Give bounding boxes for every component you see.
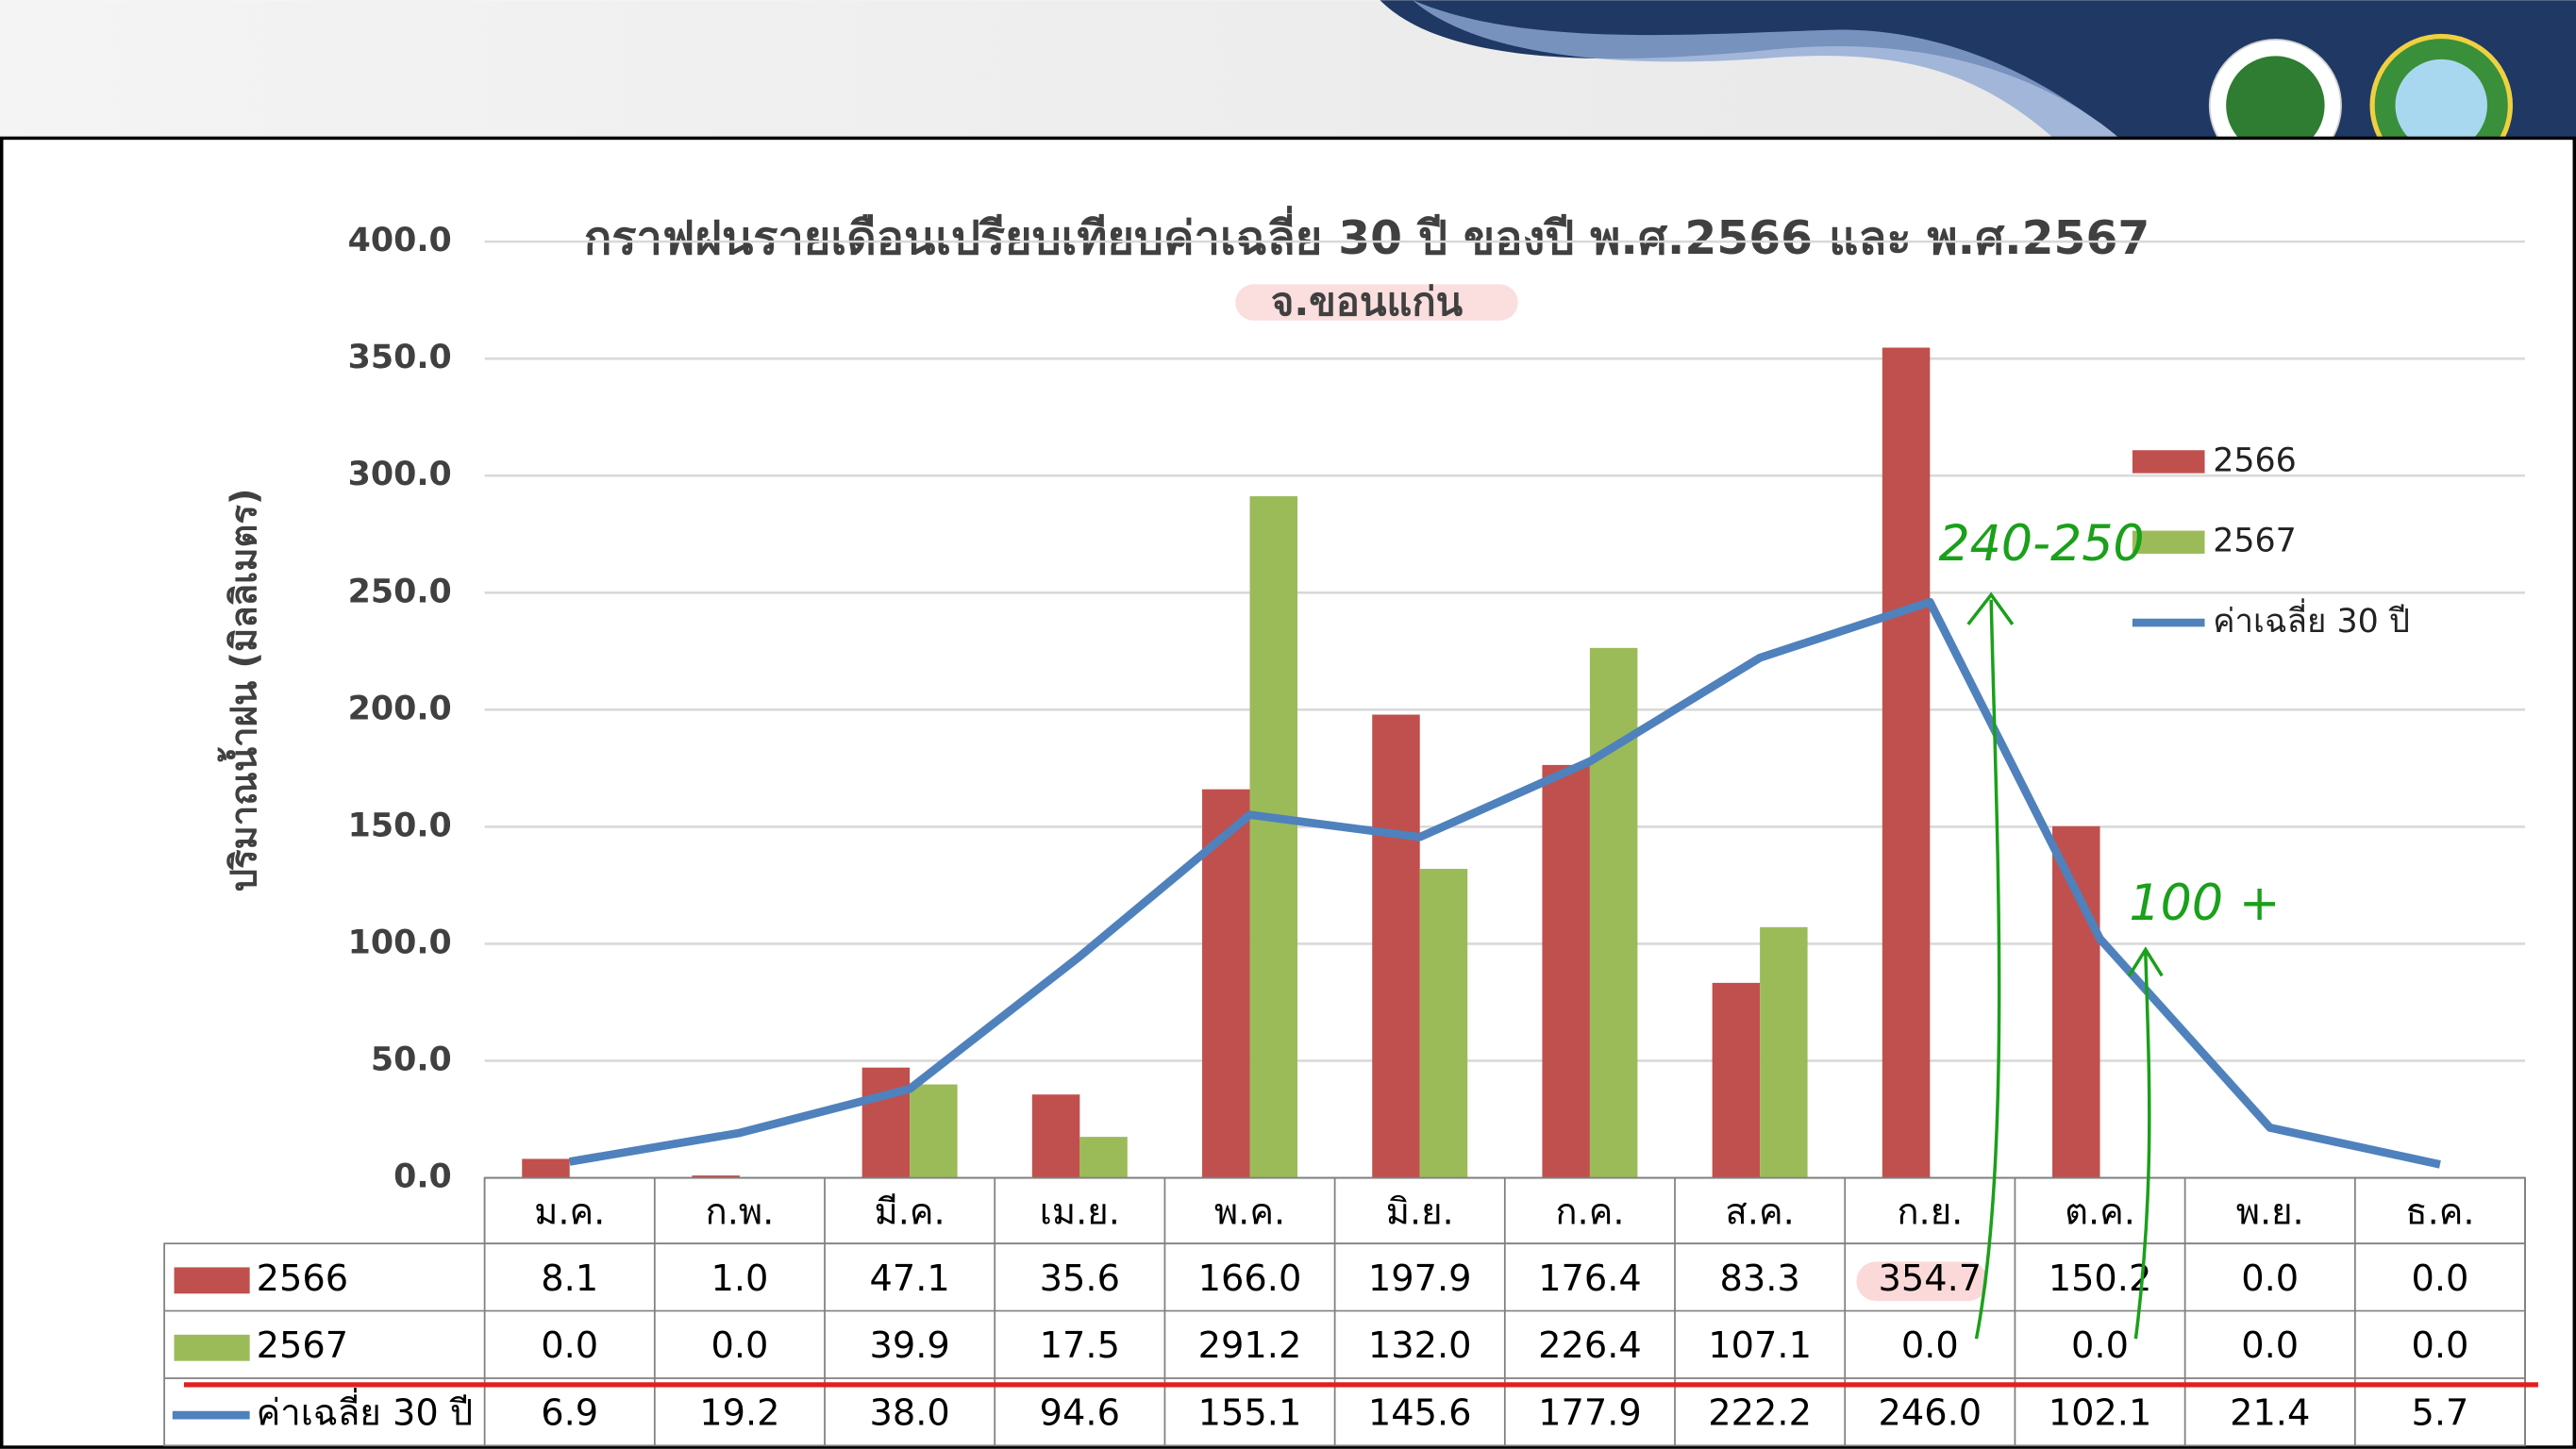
table-cell: 291.2 [1198, 1324, 1302, 1367]
table-cell: 5.7 [2411, 1392, 2468, 1435]
y-tick-label: 100.0 [348, 924, 452, 961]
legend-label: ค่าเฉลี่ย 30 ปี [2213, 598, 2410, 641]
table-cell: 132.0 [1368, 1324, 1472, 1367]
data-table: ม.ค. ก.พ. มี.ค. เม.ย. พ.ค. มิ.ย. ก.ค. ส.ค. ก.ย. ต… [163, 1176, 2526, 1447]
chart-title: กราฟฝนรายเดือนเปรียบเทียบค่าเฉลี่ย 30 ปี… [584, 206, 2149, 265]
bar [1712, 982, 1761, 1178]
bar [2052, 825, 2100, 1178]
y-axis-label: ปริมาณน้ำฝน (มิลลิเมตร) [218, 489, 266, 892]
bar [1249, 496, 1298, 1178]
bar [1419, 869, 1468, 1178]
bar [1589, 647, 1638, 1178]
table-cell: 83.3 [1719, 1257, 1799, 1300]
logo-inner [2226, 56, 2325, 155]
bar [1372, 714, 1420, 1178]
legend-swatch [174, 1267, 250, 1294]
table-cell: 0.0 [2071, 1324, 2129, 1367]
bar [1760, 926, 1808, 1178]
y-tick-label: 150.0 [348, 807, 452, 844]
bar [1202, 789, 1250, 1178]
x-tick-label: ก.พ. [706, 1191, 775, 1233]
x-tick-label: พ.ย. [2236, 1191, 2304, 1233]
y-tick-label: 200.0 [348, 690, 452, 727]
table-cell: 0.0 [711, 1324, 768, 1367]
legend-swatch [174, 1334, 250, 1361]
handwritten-arrow [2127, 946, 2164, 1340]
table-cell: 177.9 [1538, 1392, 1642, 1435]
x-tick-label: เม.ย. [1040, 1191, 1120, 1233]
table-cell: 0.0 [541, 1324, 598, 1367]
table-cell: 1.0 [711, 1257, 768, 1300]
x-tick-label: ก.ค. [1555, 1191, 1624, 1233]
highlight [1235, 284, 1518, 321]
table-cell: 0.0 [2411, 1257, 2468, 1300]
handwritten-note: 100 + [2129, 875, 2280, 932]
line [568, 597, 2441, 1169]
logo-inner [2395, 58, 2487, 152]
handwritten-arrow [1966, 591, 2015, 1340]
x-tick-label: ส.ค. [1725, 1191, 1794, 1233]
table-cell: 0.0 [1901, 1324, 1959, 1367]
table-cell: 0.0 [2241, 1257, 2299, 1300]
table-cell: 107.1 [1708, 1324, 1812, 1367]
table-cell: 197.9 [1368, 1257, 1472, 1300]
table-cell: 155.1 [1198, 1392, 1302, 1435]
legend-label: 2566 [2213, 441, 2297, 479]
table-cell: 47.1 [869, 1257, 949, 1300]
bar [692, 1175, 740, 1178]
table-cell: 222.2 [1708, 1392, 1812, 1435]
table-cell: 246.0 [1879, 1392, 1982, 1435]
table-cell: 8.1 [541, 1257, 598, 1300]
legend-swatch [2132, 450, 2205, 474]
row-label: ค่าเฉลี่ย 30 ปี [257, 1388, 474, 1435]
row-label: 2567 [257, 1324, 348, 1367]
bar [522, 1158, 570, 1178]
bar [1882, 347, 1931, 1178]
table-cell: 35.6 [1040, 1257, 1120, 1300]
table-cell: 145.6 [1368, 1392, 1472, 1435]
x-tick-label: มิ.ย. [1386, 1191, 1454, 1233]
handwritten-note: 240-250 [1938, 516, 2144, 573]
x-tick-label: ต.ค. [2065, 1191, 2135, 1233]
header-wave-light [1413, 0, 2119, 139]
y-tick-label: 350.0 [348, 339, 452, 376]
y-tick-label: 50.0 [371, 1041, 452, 1078]
chart-subtitle: จ.ขอนแก่น [1271, 278, 1464, 325]
table-cell: 94.6 [1040, 1392, 1120, 1435]
y-tick-label: 400.0 [348, 222, 452, 259]
table-cell: 102.1 [2049, 1392, 2152, 1435]
bar [910, 1084, 958, 1178]
x-tick-label: ก.ย. [1897, 1191, 1963, 1233]
table-cell: 354.7 [1879, 1257, 1982, 1300]
y-tick-label: 300.0 [348, 456, 452, 493]
table-cell: 0.0 [2411, 1324, 2468, 1367]
legend-swatch [2132, 530, 2205, 554]
table-cell: 39.9 [869, 1324, 949, 1367]
table-cell: 19.2 [699, 1392, 779, 1435]
y-tick-label: 0.0 [393, 1158, 452, 1196]
table-cell: 17.5 [1040, 1324, 1120, 1367]
x-tick-label: พ.ค. [1214, 1191, 1285, 1233]
table-cell: 6.9 [541, 1392, 598, 1435]
table-cell: 176.4 [1538, 1257, 1642, 1300]
table-cell: 21.4 [2230, 1392, 2310, 1435]
bar [861, 1067, 911, 1178]
table-cell: 38.0 [869, 1392, 949, 1435]
y-tick-label: 250.0 [348, 573, 452, 610]
table-cell: 166.0 [1198, 1257, 1302, 1300]
table-cell: 226.4 [1538, 1324, 1642, 1367]
table-cell: 150.2 [2049, 1257, 2152, 1300]
x-tick-label: มี.ค. [875, 1191, 945, 1233]
bar [1031, 1094, 1080, 1178]
x-tick-label: ธ.ค. [2405, 1191, 2474, 1233]
row-label: 2566 [257, 1257, 348, 1300]
legend-label: 2567 [2213, 523, 2297, 560]
bar [1079, 1137, 1128, 1178]
bar [1542, 764, 1590, 1178]
x-tick-label: ม.ค. [534, 1191, 605, 1233]
table-cell: 0.0 [2241, 1324, 2299, 1367]
highlight [1856, 1261, 1988, 1302]
